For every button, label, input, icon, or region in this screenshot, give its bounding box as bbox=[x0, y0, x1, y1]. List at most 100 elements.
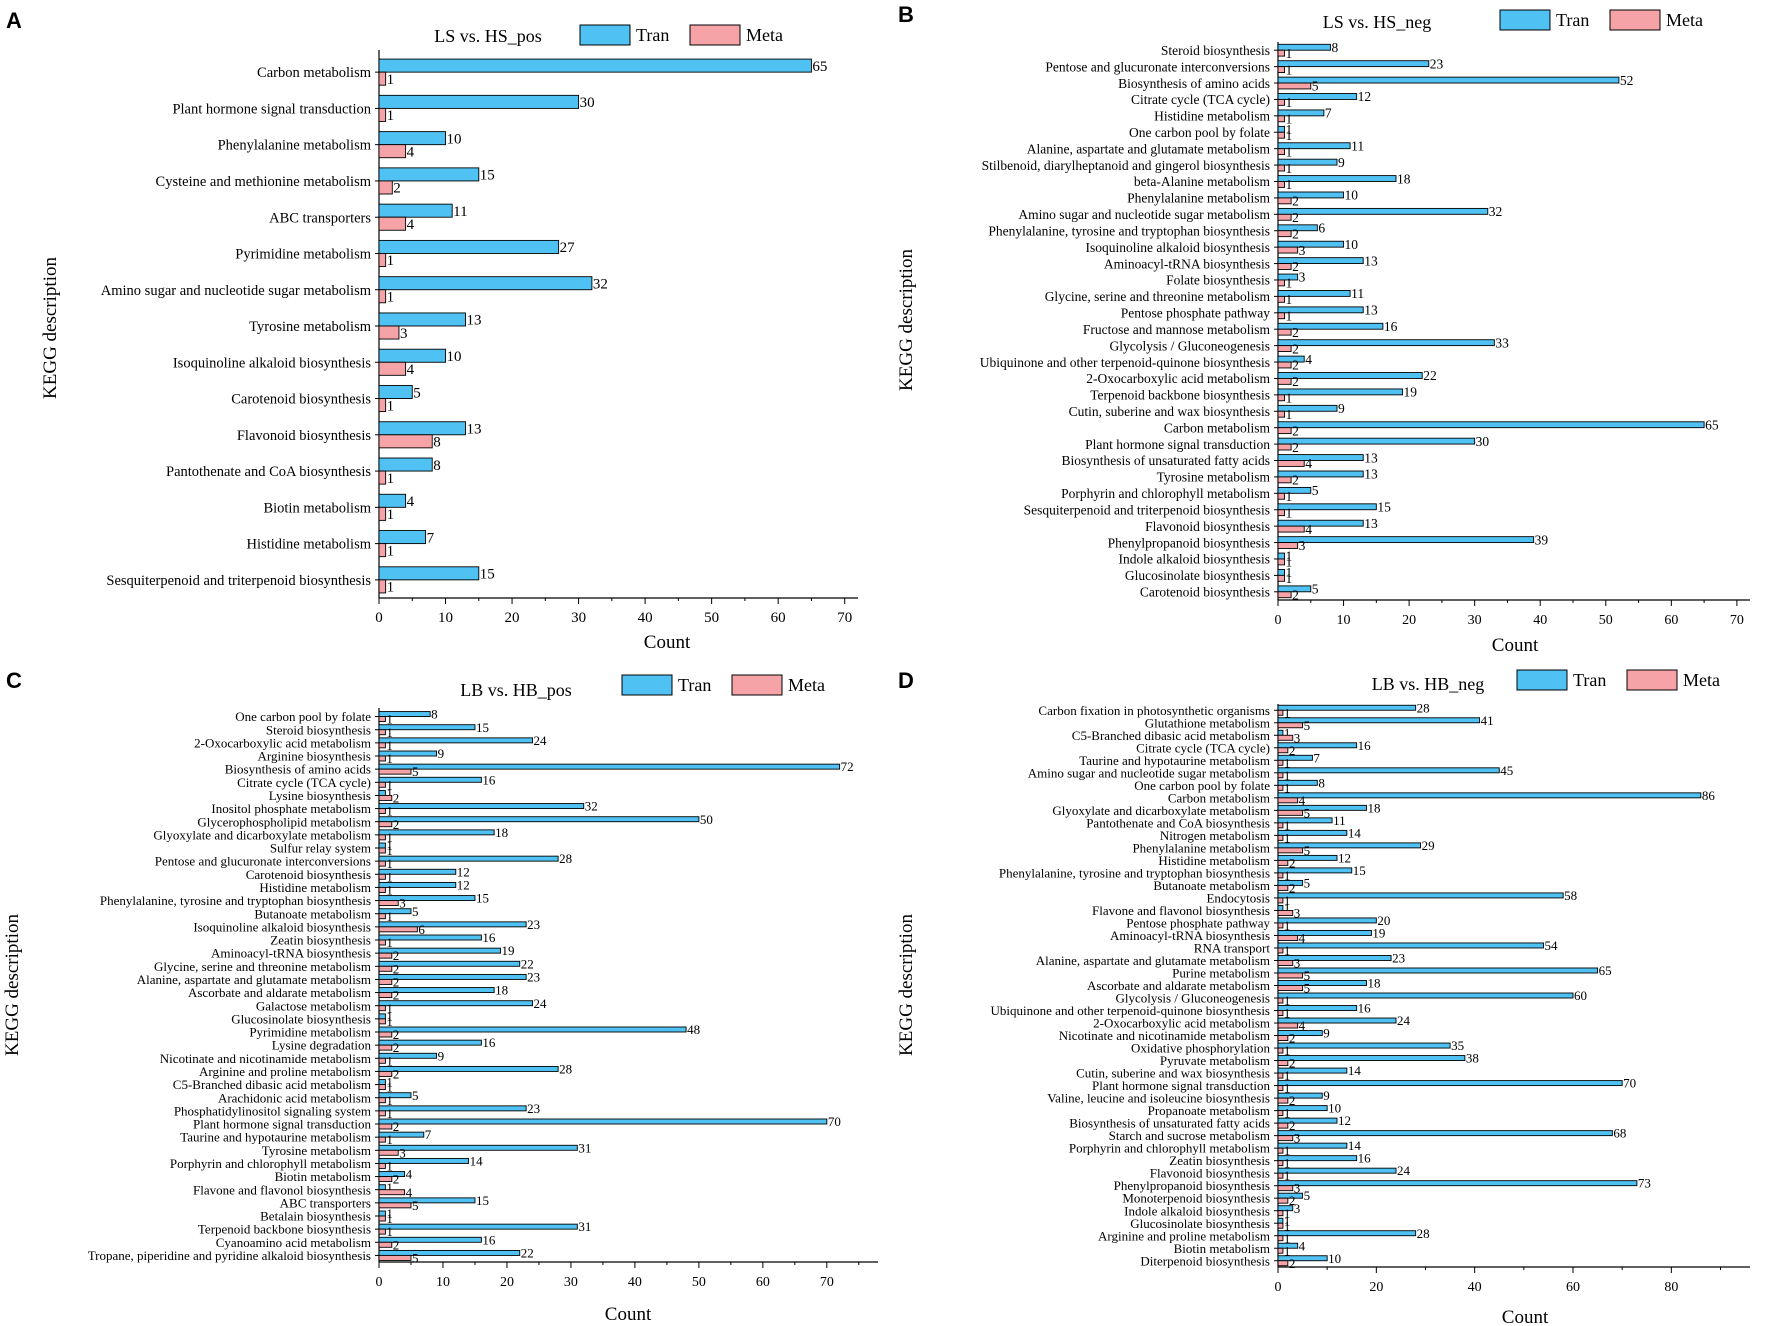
value-label-meta: 1 bbox=[386, 1080, 393, 1095]
value-label-tran: 13 bbox=[1364, 253, 1378, 268]
category-label: Valine, leucine and isoleucine biosynthe… bbox=[1047, 1091, 1270, 1106]
bar-meta bbox=[1277, 985, 1304, 991]
category-label: Sulfur relay system bbox=[270, 841, 371, 856]
category-label: Monoterpenoid biosynthesis bbox=[1122, 1191, 1270, 1206]
value-label-tran: 19 bbox=[502, 943, 515, 958]
category-label: Carbon metabolism bbox=[1168, 790, 1270, 805]
value-label-meta: 2 bbox=[1289, 1031, 1296, 1046]
value-label-meta: 3 bbox=[1294, 730, 1301, 745]
category-label: Carotenoid biosynthesis bbox=[1140, 585, 1270, 600]
bar-tran bbox=[378, 1171, 406, 1178]
x-tick-label: 50 bbox=[1599, 613, 1613, 628]
bar-meta bbox=[378, 107, 387, 122]
category-label: Inositol phosphate metabolism bbox=[211, 801, 371, 816]
value-label-meta: 2 bbox=[1289, 880, 1296, 895]
value-label-tran: 8 bbox=[433, 458, 441, 474]
value-label-tran: 8 bbox=[1318, 775, 1325, 790]
bar-tran bbox=[378, 724, 476, 731]
value-label-meta: 4 bbox=[1299, 793, 1306, 808]
bar-meta bbox=[1277, 1010, 1284, 1016]
value-label-meta: 1 bbox=[1286, 46, 1293, 61]
value-label-meta: 2 bbox=[393, 974, 400, 989]
category-label: Amino sugar and nucleotide sugar metabol… bbox=[1018, 207, 1270, 222]
bar-tran bbox=[1277, 967, 1599, 974]
value-label-tran: 1 bbox=[1284, 725, 1291, 740]
bar-meta bbox=[1277, 960, 1294, 966]
value-label-meta: 2 bbox=[1289, 1193, 1296, 1208]
bar-tran bbox=[1277, 1142, 1348, 1149]
category-label: Oxidative phosphorylation bbox=[1131, 1041, 1271, 1056]
category-label: Biotin metabolism bbox=[1174, 1241, 1270, 1256]
bar-meta bbox=[1277, 834, 1284, 841]
bar-tran bbox=[1277, 729, 1284, 736]
bar-meta bbox=[1277, 1260, 1289, 1267]
category-label: Flavone and flavonol biosynthesis bbox=[193, 1182, 371, 1197]
bar-meta bbox=[378, 886, 386, 893]
category-label: Purine metabolism bbox=[1172, 966, 1270, 981]
bar-meta bbox=[1277, 558, 1286, 566]
bar-meta bbox=[1277, 1122, 1289, 1129]
panel-a: A LS vs. HS_pos Tran Meta 0 10 20 30 40 50 60 70 Cou… bbox=[6, 8, 858, 653]
bar-meta bbox=[1277, 1197, 1289, 1204]
bar-meta bbox=[378, 834, 386, 841]
category-label: Diterpenoid biosynthesis bbox=[1140, 1253, 1270, 1268]
bar-tran bbox=[1277, 1242, 1299, 1249]
category-label: Taurine and hypotaurine metabolism bbox=[180, 1130, 371, 1145]
panel-b: B LS vs. HS_neg Tran Meta 0 10 20 30 40 50 60 70 Cou… bbox=[896, 2, 1750, 656]
legend: Tran Meta bbox=[1516, 669, 1720, 691]
bar-tran bbox=[378, 167, 480, 182]
category-label: Plant hormone signal transduction bbox=[193, 1117, 372, 1132]
bar-meta bbox=[378, 1044, 393, 1051]
category-label: Betalain biosynthesis bbox=[260, 1209, 371, 1224]
value-label-meta: 1 bbox=[1284, 1143, 1291, 1158]
category-label: Phenylpropanoid biosynthesis bbox=[1114, 1178, 1270, 1193]
legend-label-tran: Tran bbox=[1556, 10, 1589, 30]
bar-meta bbox=[378, 978, 393, 985]
x-tick-label: 40 bbox=[1468, 1280, 1482, 1295]
x-tick-label: 0 bbox=[1275, 613, 1282, 628]
bar-tran bbox=[1277, 879, 1304, 886]
x-tick-label: 10 bbox=[436, 1275, 450, 1290]
legend-swatch-meta bbox=[1626, 669, 1678, 691]
category-label: Histidine metabolism bbox=[1154, 109, 1270, 124]
value-label-meta: 3 bbox=[400, 326, 408, 342]
bar-meta bbox=[1277, 410, 1286, 418]
value-label-tran: 32 bbox=[593, 276, 608, 292]
value-label-tran: 15 bbox=[1377, 500, 1391, 515]
category-label: Indole alkaloid biosynthesis bbox=[1119, 552, 1270, 567]
category-label: beta-Alanine metabolism bbox=[1134, 174, 1271, 189]
category-label: Ascorbate and aldarate metabolism bbox=[1087, 978, 1270, 993]
value-label-meta: 8 bbox=[433, 435, 441, 451]
value-label-tran: 10 bbox=[1328, 1101, 1341, 1116]
value-label-meta: 1 bbox=[387, 253, 395, 269]
bar-meta bbox=[1277, 181, 1286, 188]
bar-meta bbox=[1277, 427, 1292, 435]
value-label-meta: 1 bbox=[1286, 555, 1293, 570]
bar-tran bbox=[378, 1223, 578, 1230]
bar-tran bbox=[1277, 306, 1364, 314]
value-label-meta: 1 bbox=[1284, 830, 1291, 845]
bar-tran bbox=[378, 566, 480, 581]
bar-meta bbox=[378, 729, 386, 736]
bar-meta bbox=[378, 71, 387, 86]
category-label: Arachidonic acid metabolism bbox=[218, 1090, 371, 1105]
value-label-meta: 2 bbox=[1289, 743, 1296, 758]
legend-label-tran: Tran bbox=[678, 675, 711, 695]
bar-tran bbox=[1277, 43, 1331, 51]
value-label-tran: 52 bbox=[1620, 73, 1634, 88]
value-label-meta: 1 bbox=[1286, 276, 1293, 291]
category-label: Tyrosine metabolism bbox=[262, 1143, 371, 1158]
category-label: Plant hormone signal transduction bbox=[172, 101, 371, 117]
value-label-tran: 31 bbox=[578, 1219, 591, 1234]
bar-meta bbox=[1277, 574, 1286, 582]
bar-tran bbox=[378, 1184, 386, 1191]
value-label-tran: 13 bbox=[1364, 303, 1378, 318]
panel-letter: C bbox=[6, 668, 22, 693]
value-label-tran: 18 bbox=[1397, 171, 1411, 186]
bar-meta bbox=[378, 1149, 399, 1156]
category-label: Flavone and flavonol biosynthesis bbox=[1092, 903, 1270, 918]
category-label: Alanine, aspartate and glutamate metabol… bbox=[1036, 953, 1270, 968]
value-label-meta: 1 bbox=[1284, 1168, 1291, 1183]
category-label: Terpenoid backbone biosynthesis bbox=[1090, 388, 1270, 403]
category-label: Biosynthesis of amino acids bbox=[1118, 76, 1270, 91]
